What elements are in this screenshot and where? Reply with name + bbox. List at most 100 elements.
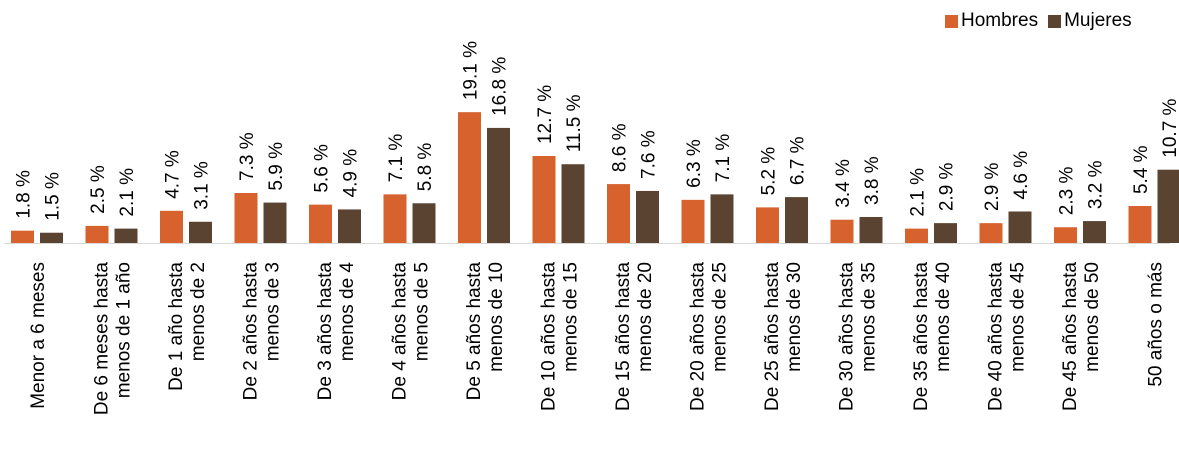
- bar-mujeres-2: [189, 222, 212, 243]
- data-label-hombres-8: 8.6 %: [610, 123, 631, 172]
- bar-hombres-4: [309, 205, 332, 243]
- data-label-mujeres-7: 11.5 %: [564, 94, 585, 152]
- legend-swatch-hombres: [945, 15, 958, 28]
- category-label-4-0: De 3 años hasta: [315, 262, 336, 401]
- data-label-mujeres-5: 5.8 %: [415, 143, 436, 192]
- bar-mujeres-13: [1009, 211, 1032, 243]
- bar-mujeres-8: [636, 191, 659, 243]
- category-label-14-0: De 45 años hasta: [1060, 262, 1081, 411]
- bar-mujeres-6: [487, 128, 510, 243]
- bar-hombres-1: [86, 226, 109, 243]
- category-label-6-0: De 5 años hasta: [464, 262, 485, 401]
- bar-mujeres-7: [562, 164, 585, 243]
- bar-hombres-3: [235, 193, 258, 243]
- data-label-hombres-3: 7.3 %: [237, 132, 258, 181]
- category-label-5-0: De 4 años hasta: [390, 262, 411, 401]
- category-label-3-0: De 2 años hasta: [241, 262, 262, 401]
- bar-hombres-2: [160, 211, 183, 243]
- category-label-14-1: menos de 50: [1082, 262, 1103, 372]
- bar-hombres-11: [831, 220, 854, 243]
- category-label-10-0: De 25 años hasta: [762, 262, 783, 411]
- category-label-12-0: De 35 años hasta: [911, 262, 932, 411]
- data-label-mujeres-12: 2.9 %: [937, 162, 958, 211]
- category-label-15-0: 50 años o más: [1146, 262, 1167, 387]
- bar-hombres-12: [905, 229, 928, 243]
- data-label-hombres-15: 5.4 %: [1131, 145, 1152, 194]
- legend-label-mujeres: Mujeres: [1064, 10, 1132, 32]
- bar-mujeres-9: [711, 194, 734, 243]
- bar-hombres-13: [980, 223, 1003, 243]
- data-label-mujeres-15: 10.7 %: [1160, 98, 1179, 157]
- category-label-11-1: menos de 35: [859, 262, 880, 372]
- bar-hombres-8: [607, 184, 630, 243]
- bar-mujeres-5: [413, 203, 436, 243]
- data-label-mujeres-3: 5.9 %: [266, 142, 287, 191]
- category-label-11-0: De 30 años hasta: [837, 262, 858, 411]
- category-label-8-0: De 15 años hasta: [613, 262, 634, 411]
- category-label-5-1: menos de 5: [412, 262, 433, 361]
- data-label-hombres-13: 2.9 %: [982, 162, 1003, 211]
- bar-hombres-6: [458, 112, 481, 243]
- legend-swatch-mujeres: [1048, 15, 1061, 28]
- data-label-hombres-14: 2.3 %: [1057, 167, 1078, 216]
- category-label-1-0: De 6 meses hasta: [92, 262, 113, 416]
- category-label-10-1: menos de 30: [784, 262, 805, 372]
- data-label-mujeres-14: 3.2 %: [1086, 160, 1107, 209]
- data-label-hombres-9: 6.3 %: [684, 139, 705, 188]
- data-label-hombres-10: 5.2 %: [759, 147, 780, 196]
- bar-mujeres-0: [40, 233, 63, 243]
- category-label-12-1: menos de 40: [933, 262, 954, 372]
- category-label-2-1: menos de 2: [188, 262, 209, 361]
- data-label-hombres-0: 1.8 %: [14, 170, 35, 219]
- category-label-9-1: menos de 25: [710, 262, 731, 372]
- legend-label-hombres: Hombres: [961, 10, 1038, 32]
- bar-mujeres-11: [860, 217, 883, 243]
- category-label-6-1: menos de 10: [486, 262, 507, 372]
- data-label-mujeres-2: 3.1 %: [192, 161, 213, 210]
- data-label-mujeres-9: 7.1 %: [713, 134, 734, 183]
- data-label-hombres-7: 12.7 %: [535, 85, 556, 144]
- bar-hombres-14: [1054, 227, 1077, 243]
- data-label-mujeres-11: 3.8 %: [862, 156, 883, 205]
- data-label-mujeres-0: 1.5 %: [43, 172, 64, 221]
- bar-mujeres-1: [115, 229, 138, 243]
- category-label-1-1: menos de 1 año: [114, 262, 135, 398]
- data-label-hombres-11: 3.4 %: [833, 159, 854, 208]
- bar-hombres-0: [11, 231, 34, 243]
- bar-hombres-7: [533, 156, 556, 243]
- data-label-mujeres-1: 2.1 %: [117, 168, 138, 217]
- data-label-mujeres-13: 4.6 %: [1011, 151, 1032, 200]
- data-label-mujeres-10: 6.7 %: [788, 136, 809, 185]
- bar-hombres-15: [1129, 206, 1152, 243]
- category-label-13-1: menos de 45: [1008, 262, 1029, 372]
- data-label-mujeres-6: 16.8 %: [490, 57, 511, 116]
- category-label-8-1: menos de 20: [635, 262, 656, 372]
- bar-mujeres-14: [1083, 221, 1106, 243]
- legend: Hombres Mujeres: [945, 10, 1142, 32]
- data-label-hombres-5: 7.1 %: [386, 134, 407, 183]
- data-label-mujeres-8: 7.6 %: [639, 130, 660, 179]
- data-label-hombres-4: 5.6 %: [312, 144, 333, 193]
- data-label-hombres-12: 2.1 %: [908, 168, 929, 217]
- category-label-9-0: De 20 años hasta: [688, 262, 709, 411]
- bar-mujeres-15: [1158, 170, 1179, 243]
- bar-hombres-5: [384, 194, 407, 243]
- bar-mujeres-10: [785, 197, 808, 243]
- data-label-hombres-2: 4.7 %: [163, 150, 184, 199]
- data-label-mujeres-4: 4.9 %: [341, 149, 362, 198]
- category-label-7-0: De 10 años hasta: [539, 262, 560, 411]
- bar-hombres-9: [682, 200, 705, 243]
- category-label-7-1: menos de 15: [561, 262, 582, 372]
- category-label-0-0: Menor a 6 meses: [28, 262, 49, 409]
- category-label-4-1: menos de 4: [337, 262, 358, 362]
- category-label-13-0: De 40 años hasta: [986, 262, 1007, 411]
- bar-hombres-10: [756, 207, 779, 243]
- data-label-hombres-6: 19.1 %: [461, 41, 482, 100]
- bar-mujeres-3: [264, 203, 287, 243]
- bar-mujeres-12: [934, 223, 957, 243]
- data-label-hombres-1: 2.5 %: [88, 165, 109, 214]
- bar-mujeres-4: [338, 209, 361, 243]
- category-label-2-0: De 1 año hasta: [166, 262, 187, 391]
